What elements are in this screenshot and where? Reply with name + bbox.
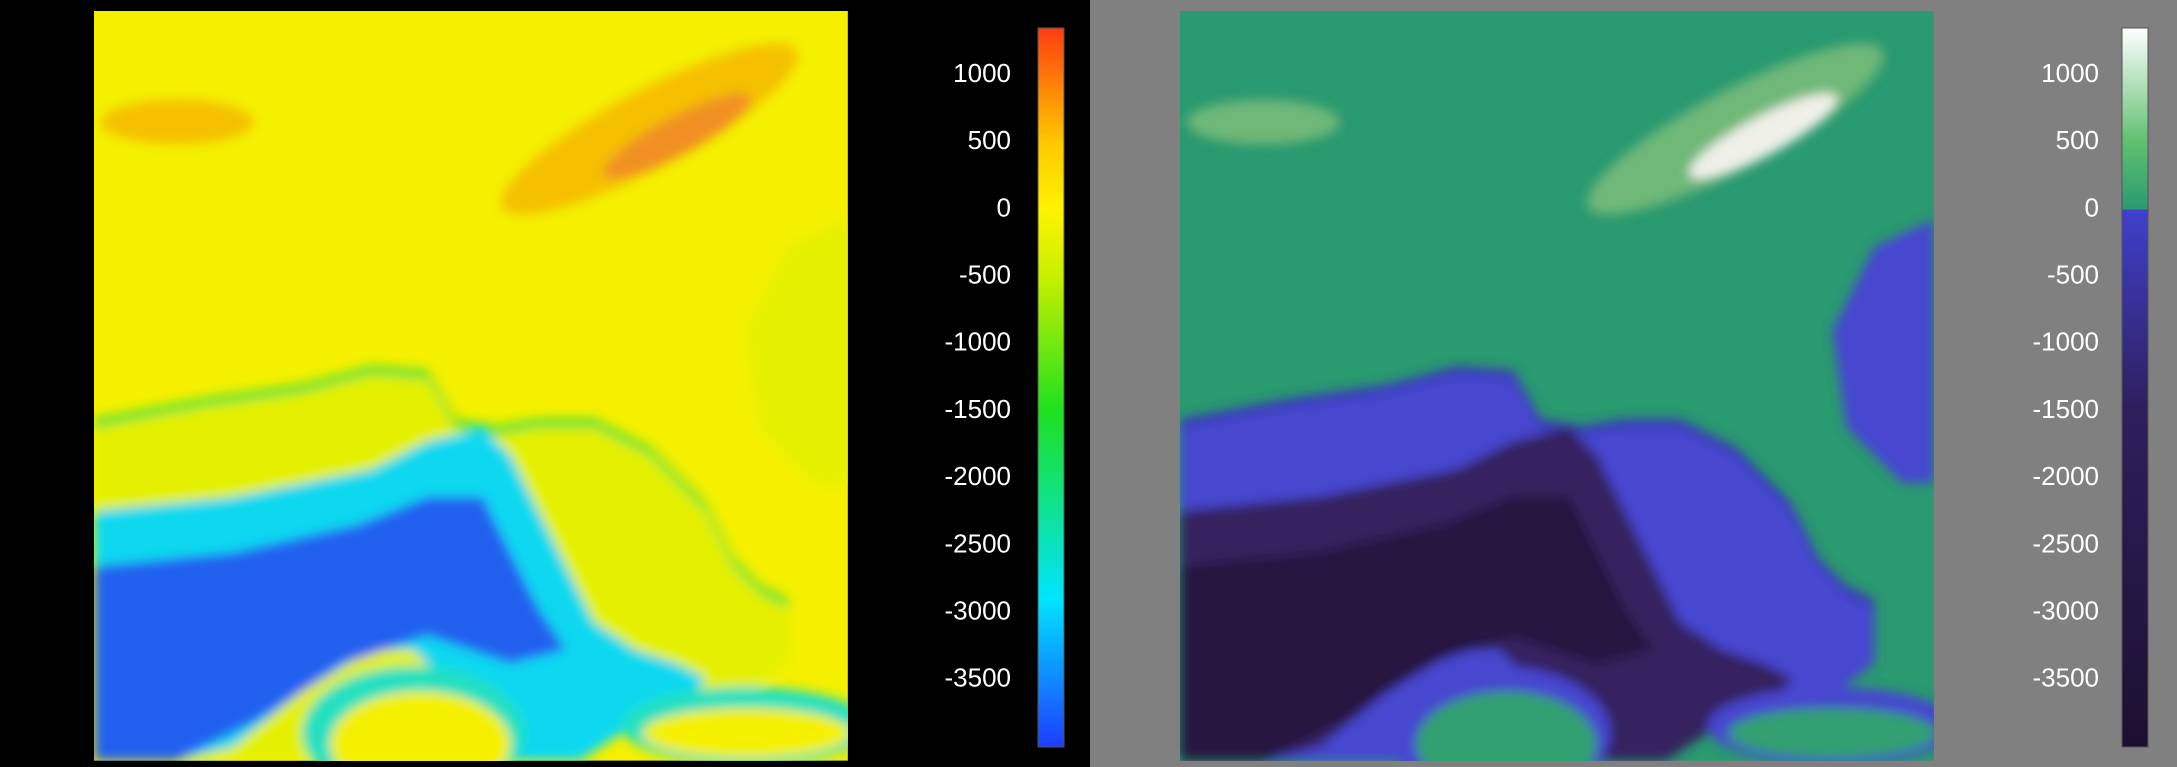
colorbar-tick-label: -1500	[2033, 394, 2100, 424]
colorbar-tick-label: -2000	[2033, 461, 2100, 491]
colorbar-tick-label: -3500	[2033, 663, 2100, 693]
colorbar-tick-label: -2500	[945, 528, 1012, 558]
colorbar-tick-label: 0	[2085, 192, 2099, 222]
map	[94, 11, 872, 767]
colorbar-tick-label: -1000	[945, 327, 1012, 357]
map-cuba	[1728, 708, 1936, 758]
map-hills	[101, 100, 254, 144]
colorbar-tick-label: -500	[2047, 260, 2099, 290]
colorbar-tick-label: 500	[2056, 125, 2099, 155]
colorbar-tick-label: 1000	[2041, 58, 2099, 88]
colorbar-tick-label: -1500	[945, 394, 1012, 424]
colorbar	[1038, 28, 1064, 747]
screen: 1000 500 0 -500 -1000 -1500 -2000 -2500 -3000 -35…	[0, 0, 2177, 767]
page: {"panels": [ {"colorbar": {"lim": [-4000…	[0, 0, 2177, 767]
colorbar-tick-label: 500	[968, 125, 1011, 155]
colorbar-tick-label: -3500	[945, 663, 1012, 693]
colorbar-tick-label: -500	[959, 260, 1011, 290]
colorbar-tick-label: -3000	[2033, 595, 2100, 625]
colorbar-tick-label: 0	[997, 192, 1011, 222]
colorbar-tick-label: -1000	[2033, 327, 2100, 357]
colorbar-tick-label: 1000	[953, 58, 1011, 88]
map	[1180, 11, 1958, 767]
map-cuba	[642, 708, 850, 758]
colorbar-tick-label: -2500	[2033, 528, 2100, 558]
colorbar	[2122, 28, 2148, 747]
colorbar-tick-label: -3000	[945, 595, 1012, 625]
colorbar-tick-label: -2000	[945, 461, 1012, 491]
map-hills	[1187, 100, 1340, 144]
